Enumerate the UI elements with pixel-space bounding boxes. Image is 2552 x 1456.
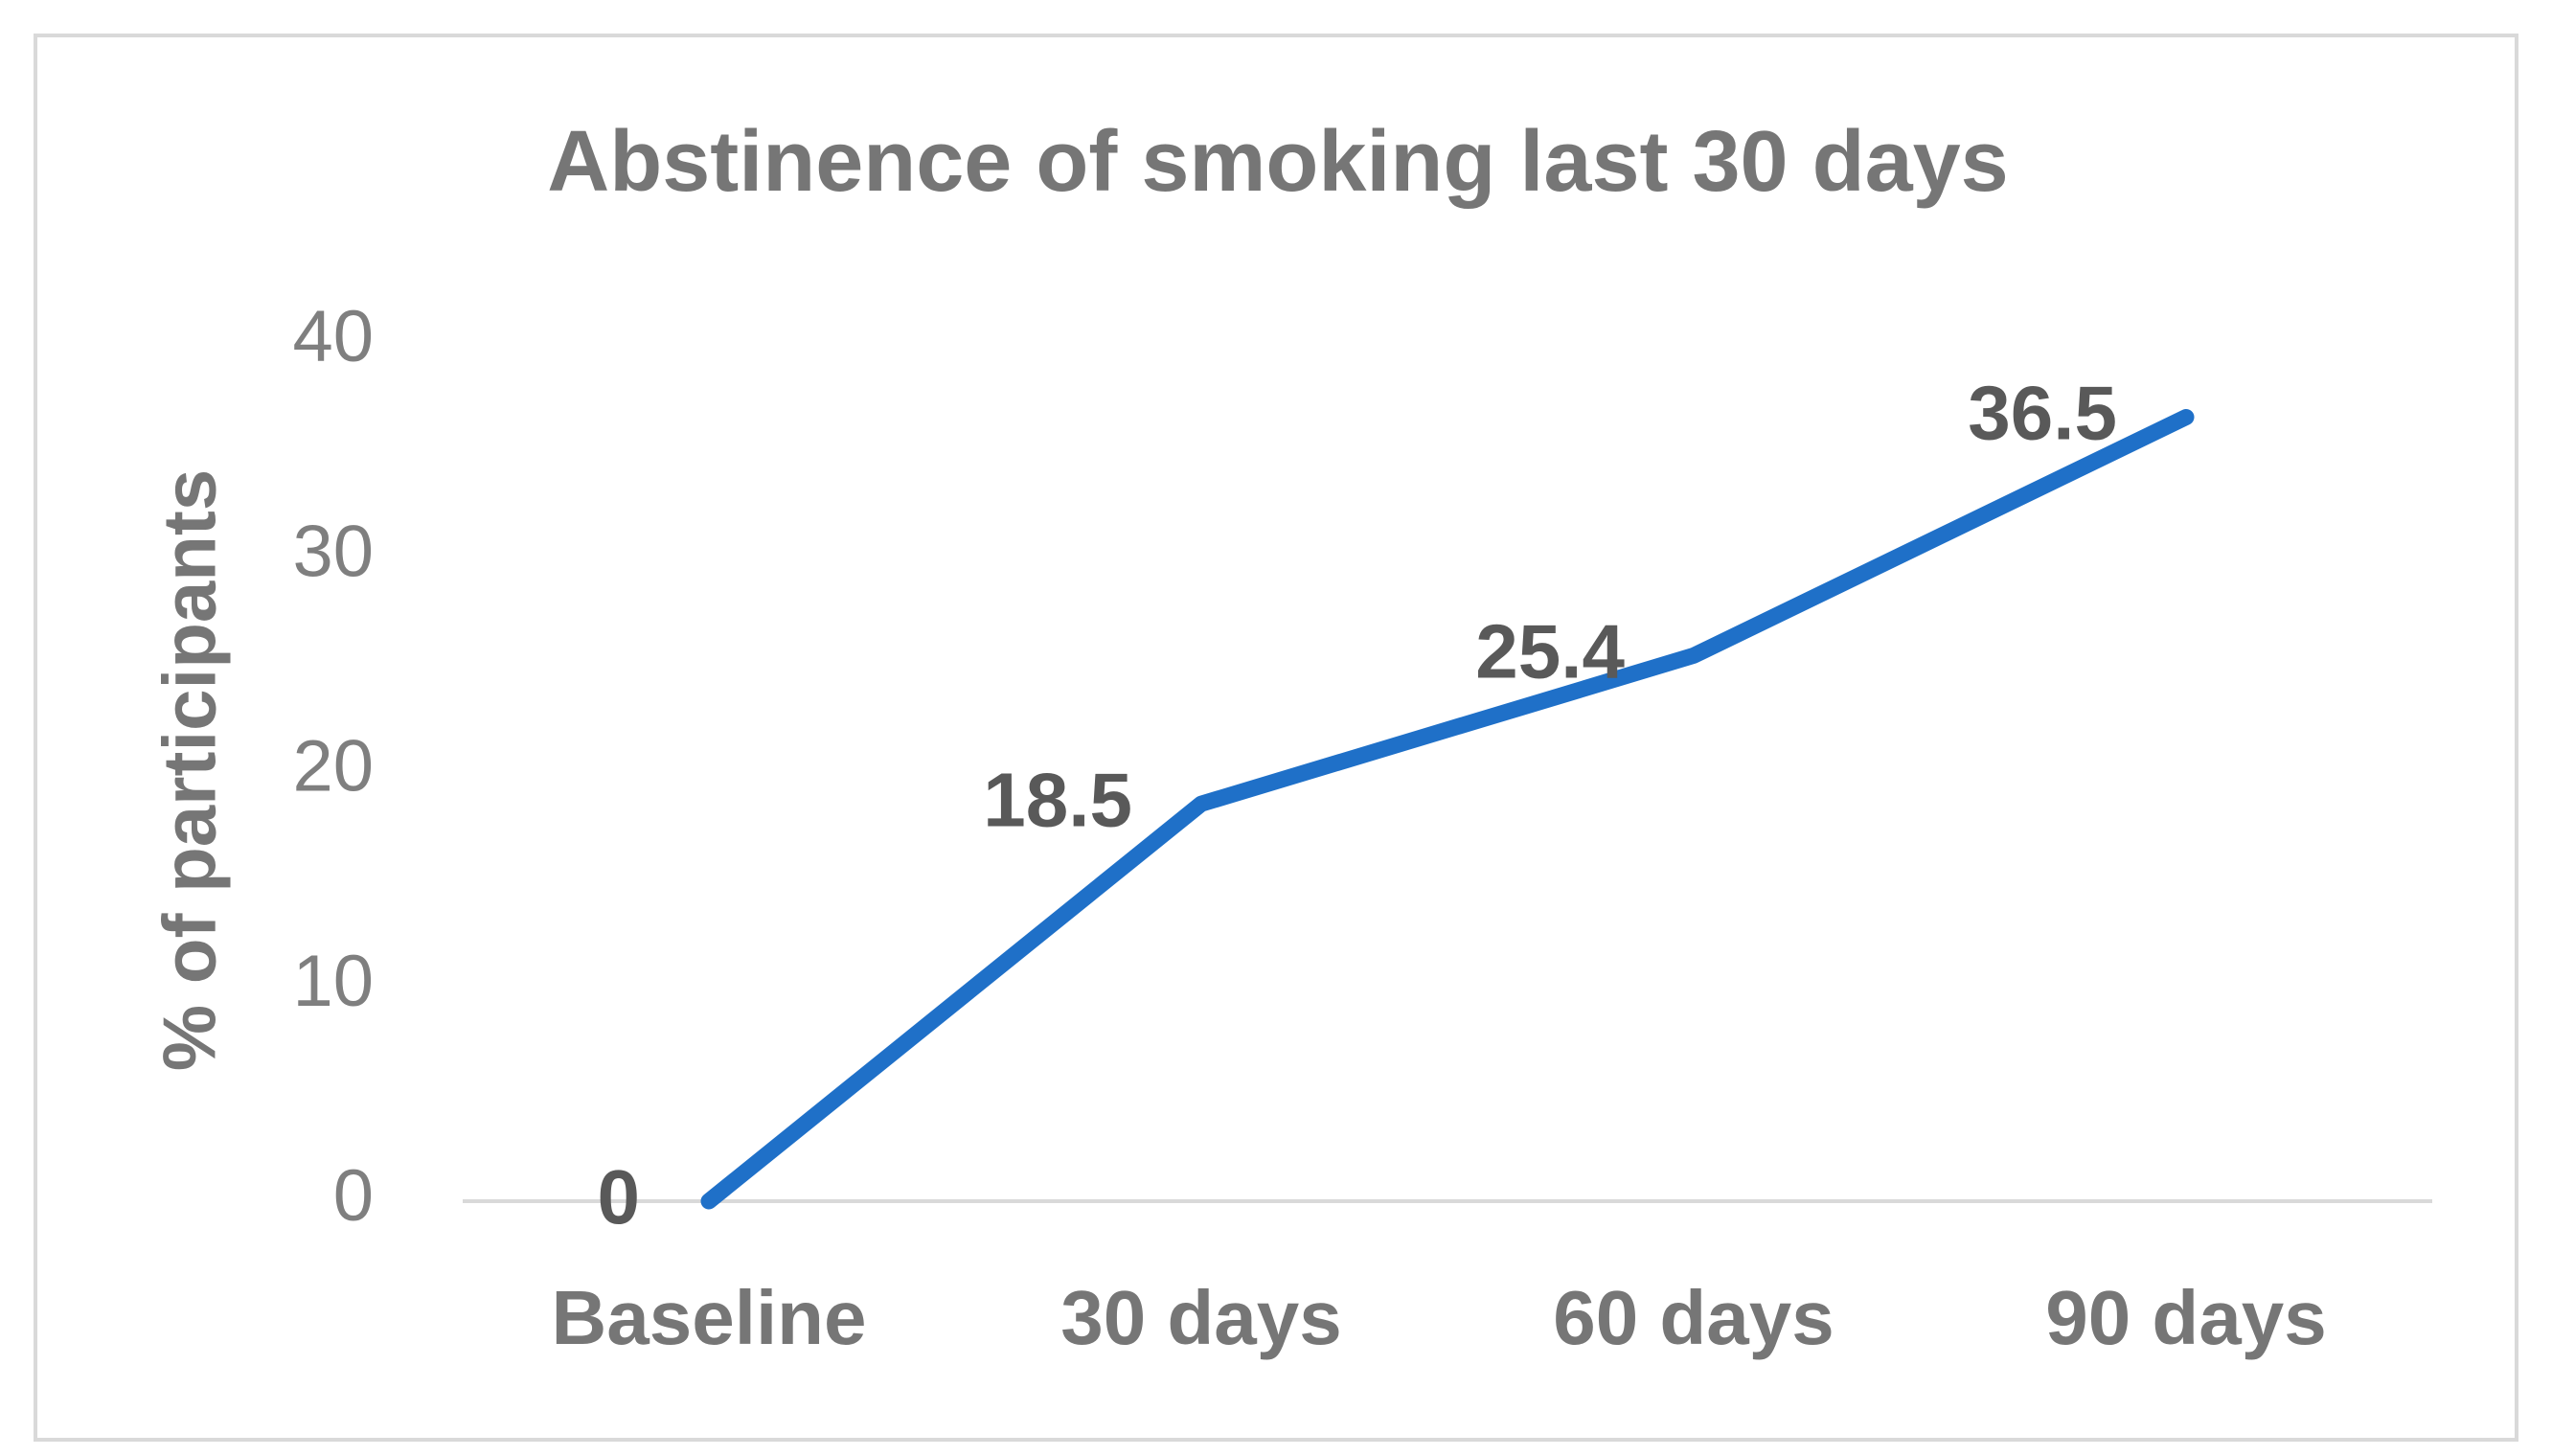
data-line [700,408,2195,1210]
data-label: 0 [598,1154,641,1240]
y-tick-label: 30 [292,511,374,592]
chart-title: Abstinence of smoking last 30 days [547,114,2008,210]
x-tick-label: 90 days [2045,1275,2327,1360]
data-label: 25.4 [1475,609,1625,694]
x-tick-label: 30 days [1060,1275,1342,1360]
y-tick-label: 40 [292,296,374,377]
chart-border [34,34,2518,1442]
x-tick-label: 60 days [1553,1275,1834,1360]
y-axis-label: % of participants [148,469,232,1071]
y-tick-label: 0 [333,1155,374,1237]
y-tick-label: 20 [292,726,374,808]
data-label: 36.5 [1968,371,2117,456]
y-tick-label: 10 [292,941,374,1022]
x-tick-label: Baseline [551,1275,866,1360]
data-label: 18.5 [983,757,1132,842]
